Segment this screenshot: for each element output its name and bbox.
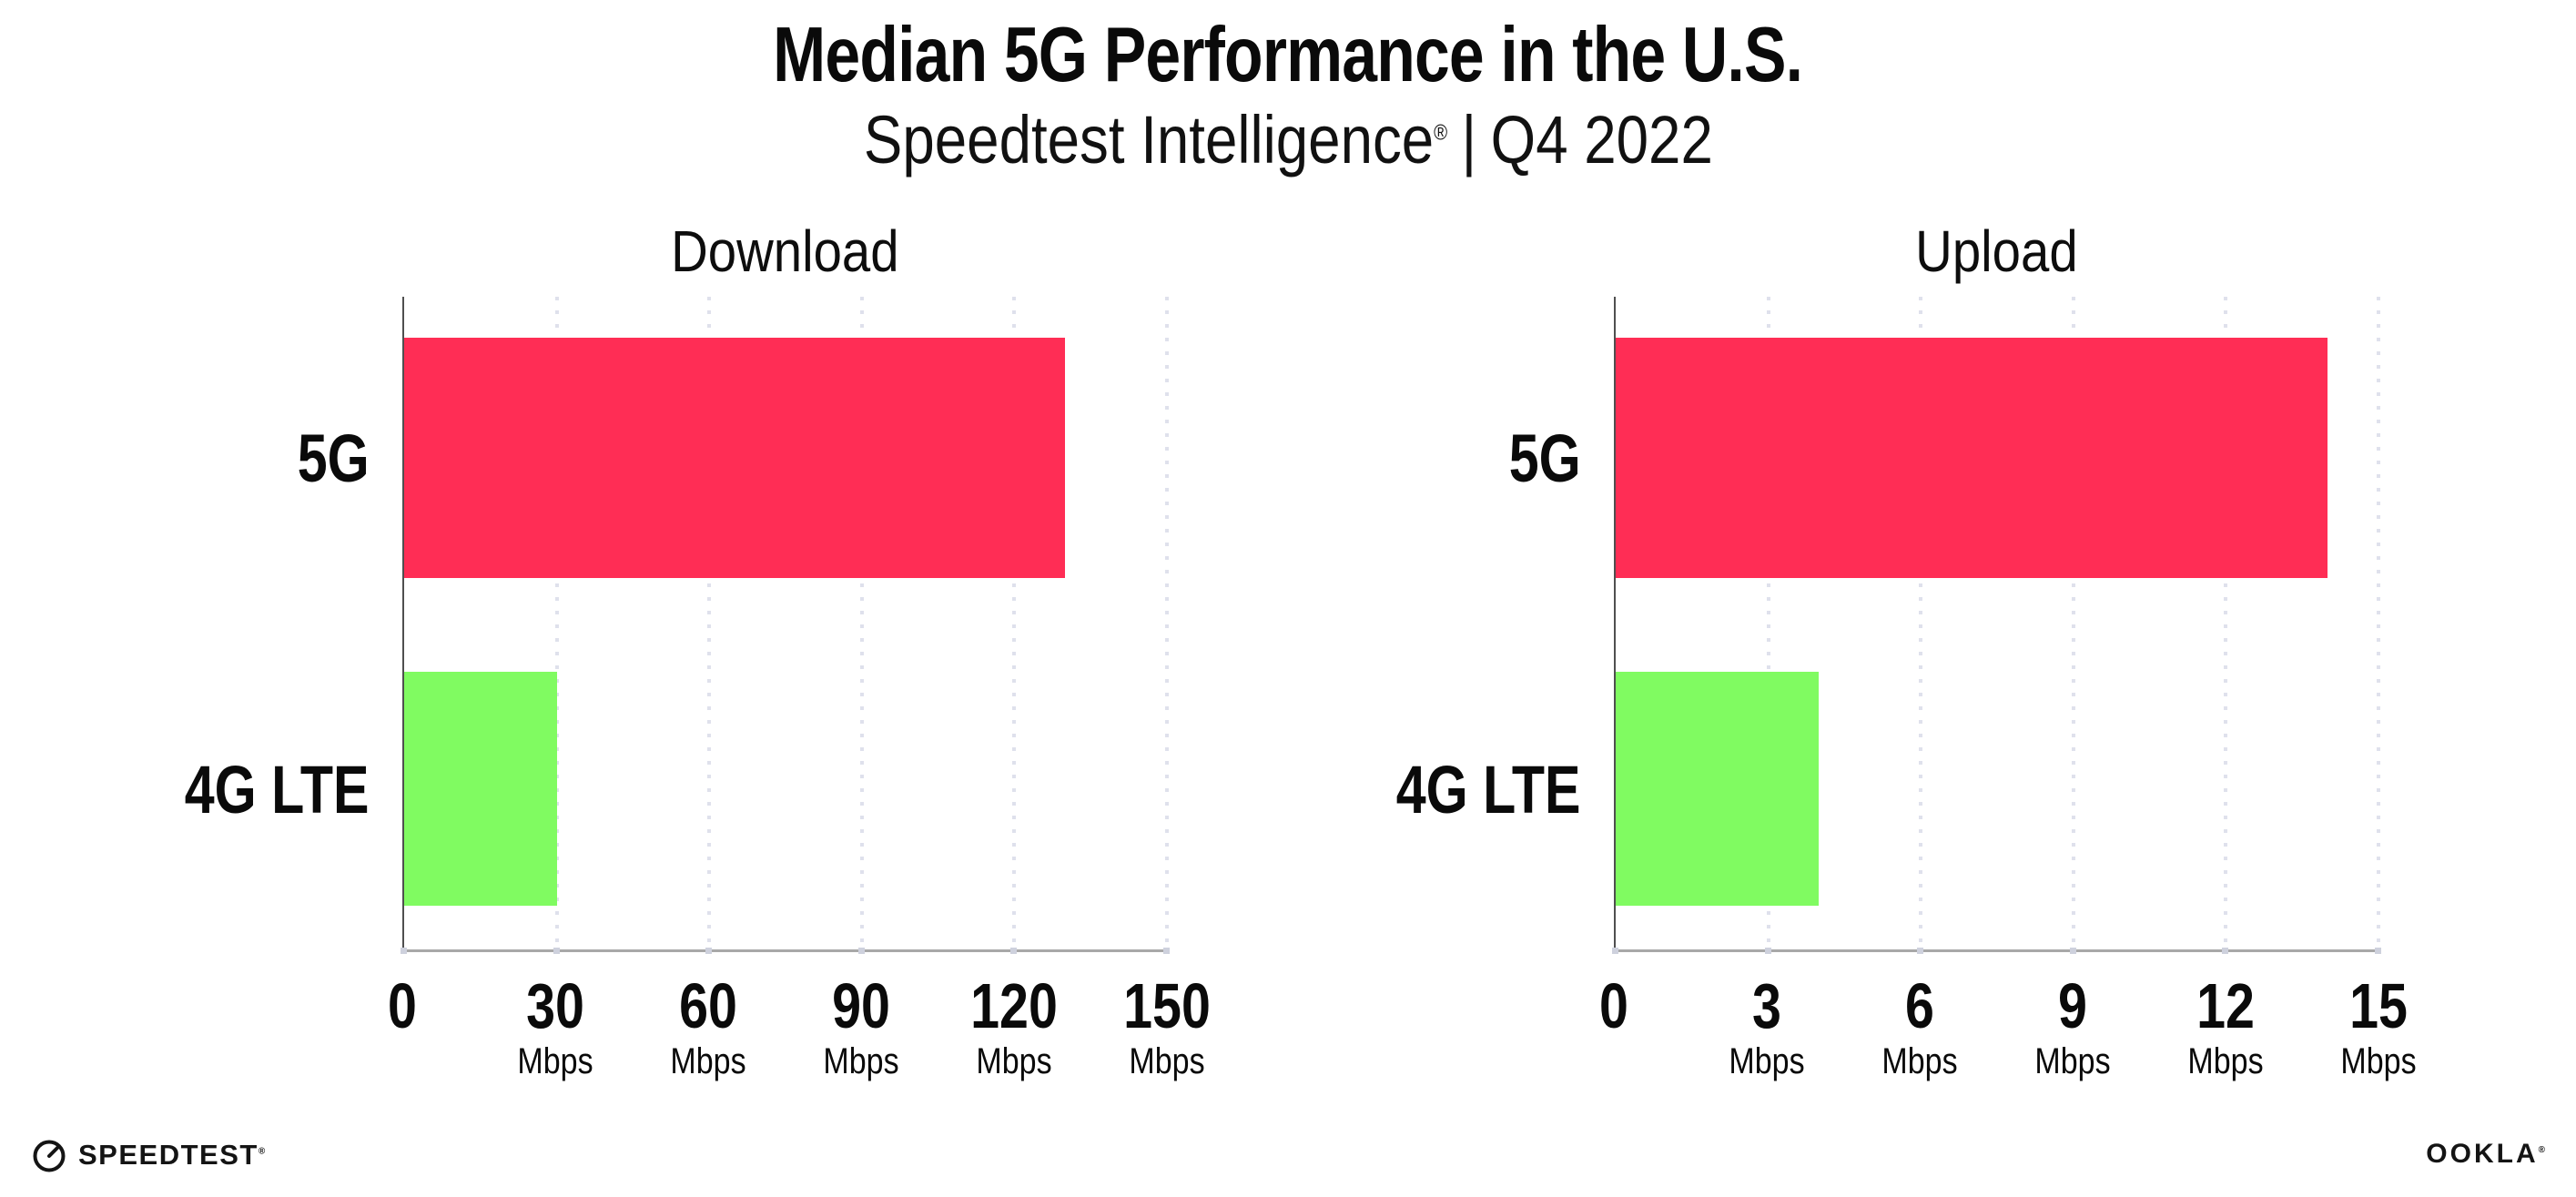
subtitle-brand: Speedtest Intelligence <box>863 102 1434 178</box>
download-chart-body: 5G 4G LTE <box>185 297 1170 955</box>
category-label-4g-lte: 4G LTE <box>185 752 370 828</box>
tick-mark-12 <box>2222 948 2229 955</box>
gridline-3 <box>1766 297 1770 950</box>
speedtest-logo: SPEEDTEST® <box>31 1137 265 1173</box>
tick-value: 12 <box>2196 970 2255 1042</box>
speedtest-gauge-icon <box>33 1140 66 1172</box>
upload-chart-body: 5G 4G LTE <box>1396 297 2381 955</box>
upload-plot-area <box>1612 297 2381 955</box>
x-tick-label-150: 150 Mbps <box>1114 974 1221 1081</box>
x-tick-label-12: 12 Mbps <box>2181 974 2270 1081</box>
bar-4g-lte <box>404 671 557 906</box>
x-tick-label-15: 15 Mbps <box>2334 974 2423 1081</box>
upload-chart-title: Upload <box>1914 218 2078 284</box>
gridline-9 <box>2071 297 2075 950</box>
tick-mark-6 <box>1917 948 1924 955</box>
gridline-30 <box>554 297 559 950</box>
x-tick-label-9: 9 Mbps <box>2028 974 2117 1081</box>
tick-mark-0 <box>401 948 407 955</box>
bar-4g-lte <box>1616 671 1820 906</box>
tick-mark-150 <box>1163 948 1170 955</box>
tick-unit: Mbps <box>2034 1041 2111 1082</box>
page-title: Median 5G Performance in the U.S. <box>0 15 2576 96</box>
page-title-text: Median 5G Performance in the U.S. <box>773 12 1803 98</box>
tick-mark-90 <box>857 948 865 955</box>
subtitle-period: Q4 2022 <box>1490 102 1713 178</box>
tick-unit: Mbps <box>670 1041 746 1082</box>
ookla-wordmark: OOKLA® <box>2426 1139 2545 1169</box>
tick-unit: Mbps <box>1881 1041 1958 1082</box>
tick-mark-120 <box>1010 948 1018 955</box>
subtitle-separator: | <box>1461 102 1476 178</box>
upload-x-axis: 0 3 Mbps 6 Mbps 9 Mbps 12 Mbps 15 Mbps <box>1423 974 2417 1111</box>
tick-value: 120 <box>970 970 1058 1042</box>
tick-value: 90 <box>832 970 890 1042</box>
tick-value: 60 <box>679 970 737 1042</box>
tick-unit: Mbps <box>2187 1041 2264 1082</box>
speedtest-wordmark: SPEEDTEST® <box>78 1139 266 1171</box>
upload-chart: Upload 5G 4G LTE 0 3 Mbps 6 Mbps 9 Mbps 12 Mbps 15… <box>1396 218 2417 1111</box>
gridline-60 <box>707 297 712 950</box>
category-label-4g-lte: 4G LTE <box>1396 752 1581 828</box>
tick-unit: Mbps <box>823 1041 899 1082</box>
tick-unit: Mbps <box>976 1041 1052 1082</box>
x-tick-label-30: 30 Mbps <box>511 974 600 1081</box>
tick-value: 0 <box>1599 970 1628 1042</box>
download-x-axis: 0 30 Mbps 60 Mbps 90 Mbps 120 Mbps 150 Mbps <box>211 974 1211 1111</box>
x-tick-label-90: 90 Mbps <box>816 974 906 1081</box>
tick-value: 3 <box>1752 970 1781 1042</box>
x-tick-label-0: 0 <box>1597 974 1632 1038</box>
tick-unit: Mbps <box>2340 1041 2417 1082</box>
tick-unit: Mbps <box>1129 1041 1205 1082</box>
page-subtitle: Speedtest Intelligence® | Q4 2022 <box>0 103 2576 177</box>
registered-mark-icon: ® <box>1433 121 1447 146</box>
tick-value: 150 <box>1123 970 1211 1042</box>
download-y-axis-labels: 5G 4G LTE <box>185 297 402 952</box>
gridline-6 <box>1919 297 1923 950</box>
tick-value: 0 <box>388 970 417 1042</box>
x-tick-label-3: 3 Mbps <box>1722 974 1811 1081</box>
upload-y-axis-labels: 5G 4G LTE <box>1396 297 1614 952</box>
ookla-registered-mark-icon: ® <box>2538 1145 2545 1155</box>
tick-value: 9 <box>2058 970 2087 1042</box>
tick-value: 15 <box>2349 970 2408 1042</box>
gridline-15 <box>2377 297 2380 950</box>
tick-value: 30 <box>526 970 584 1042</box>
gridline-12 <box>2224 297 2228 950</box>
tick-mark-3 <box>1764 948 1771 955</box>
download-plot-area <box>401 297 1170 955</box>
gridline-90 <box>859 297 864 950</box>
tick-mark-15 <box>2375 948 2381 955</box>
x-tick-label-6: 6 Mbps <box>1875 974 1964 1081</box>
x-tick-label-120: 120 Mbps <box>961 974 1068 1081</box>
category-label-5g: 5G <box>1509 420 1581 496</box>
category-label-5g: 5G <box>298 420 370 496</box>
ookla-logo: OOKLA® <box>2426 1139 2545 1170</box>
header: Median 5G Performance in the U.S. Speedt… <box>0 0 2576 178</box>
tick-value: 6 <box>1905 970 1934 1042</box>
bar-5g <box>404 338 1066 578</box>
x-tick-label-60: 60 Mbps <box>664 974 753 1081</box>
tick-mark-0 <box>1612 948 1618 955</box>
tick-unit: Mbps <box>517 1041 593 1082</box>
bar-5g <box>1616 338 2328 578</box>
charts-row: Download 5G 4G LTE 0 30 Mbps 60 Mbps 90 Mbps 120… <box>0 218 2576 1111</box>
x-tick-label-0: 0 <box>385 974 421 1038</box>
gridline-150 <box>1165 297 1169 950</box>
tick-unit: Mbps <box>1729 1041 1805 1082</box>
tick-mark-60 <box>705 948 713 955</box>
tick-mark-30 <box>553 948 560 955</box>
tick-mark-9 <box>2069 948 2076 955</box>
download-chart: Download 5G 4G LTE 0 30 Mbps 60 Mbps 90 Mbps 120… <box>185 218 1211 1111</box>
download-chart-title: Download <box>670 218 899 284</box>
speedtest-registered-mark-icon: ® <box>258 1146 266 1157</box>
gridline-120 <box>1012 297 1017 950</box>
